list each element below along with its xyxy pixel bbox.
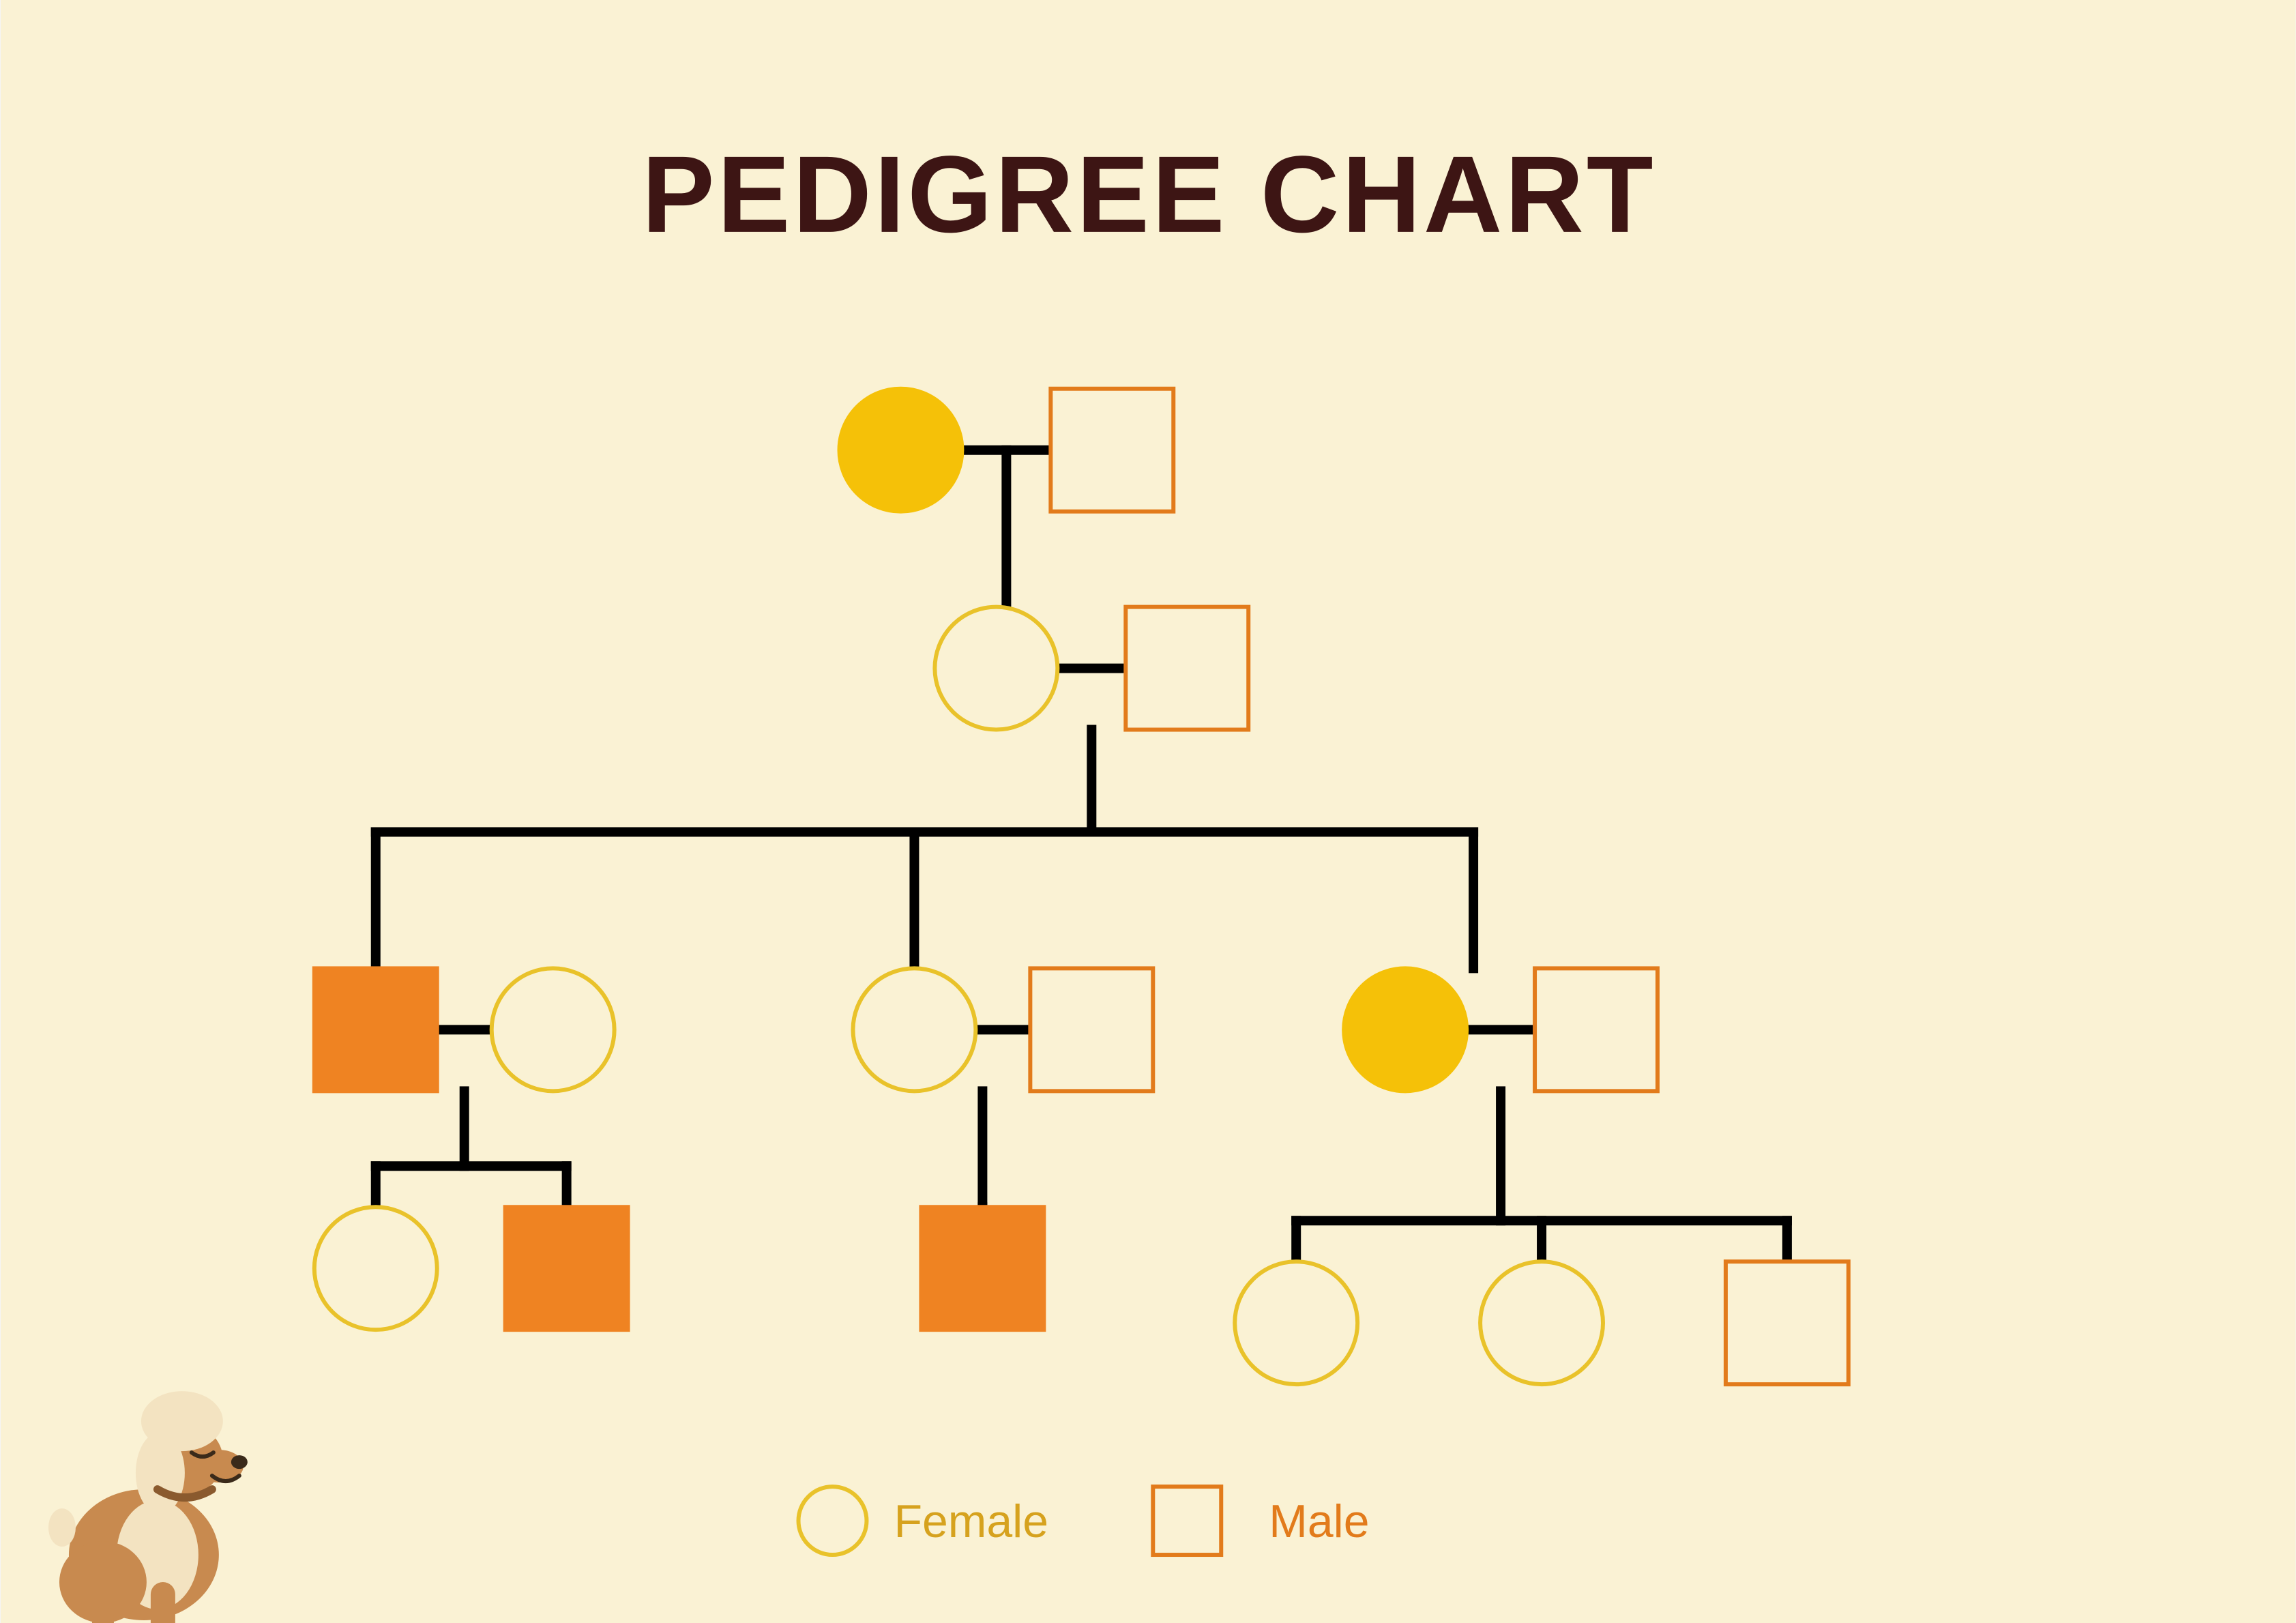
female-node <box>314 1207 437 1330</box>
male-node <box>1726 1261 1849 1384</box>
female-node <box>491 968 614 1091</box>
legend-male-label: Male <box>1269 1495 1369 1547</box>
female-node <box>1480 1261 1603 1384</box>
female-node <box>853 968 975 1091</box>
male-node <box>1535 968 1658 1091</box>
page-title: PEDIGREE CHART <box>642 133 1656 255</box>
legend-female-label: Female <box>894 1495 1048 1547</box>
male-node <box>1030 968 1153 1091</box>
pedigree-chart-page: PEDIGREE CHART Female Male <box>1 0 2296 1623</box>
male-node <box>314 968 437 1091</box>
female-node <box>934 607 1057 730</box>
male-node <box>1125 607 1248 730</box>
female-node <box>1235 1261 1357 1384</box>
male-node <box>921 1207 1044 1330</box>
male-node <box>1050 389 1173 512</box>
female-node <box>839 389 962 512</box>
male-node <box>505 1207 628 1330</box>
female-node <box>1344 968 1467 1091</box>
pedigree-svg: PEDIGREE CHART Female Male <box>1 0 2296 1623</box>
